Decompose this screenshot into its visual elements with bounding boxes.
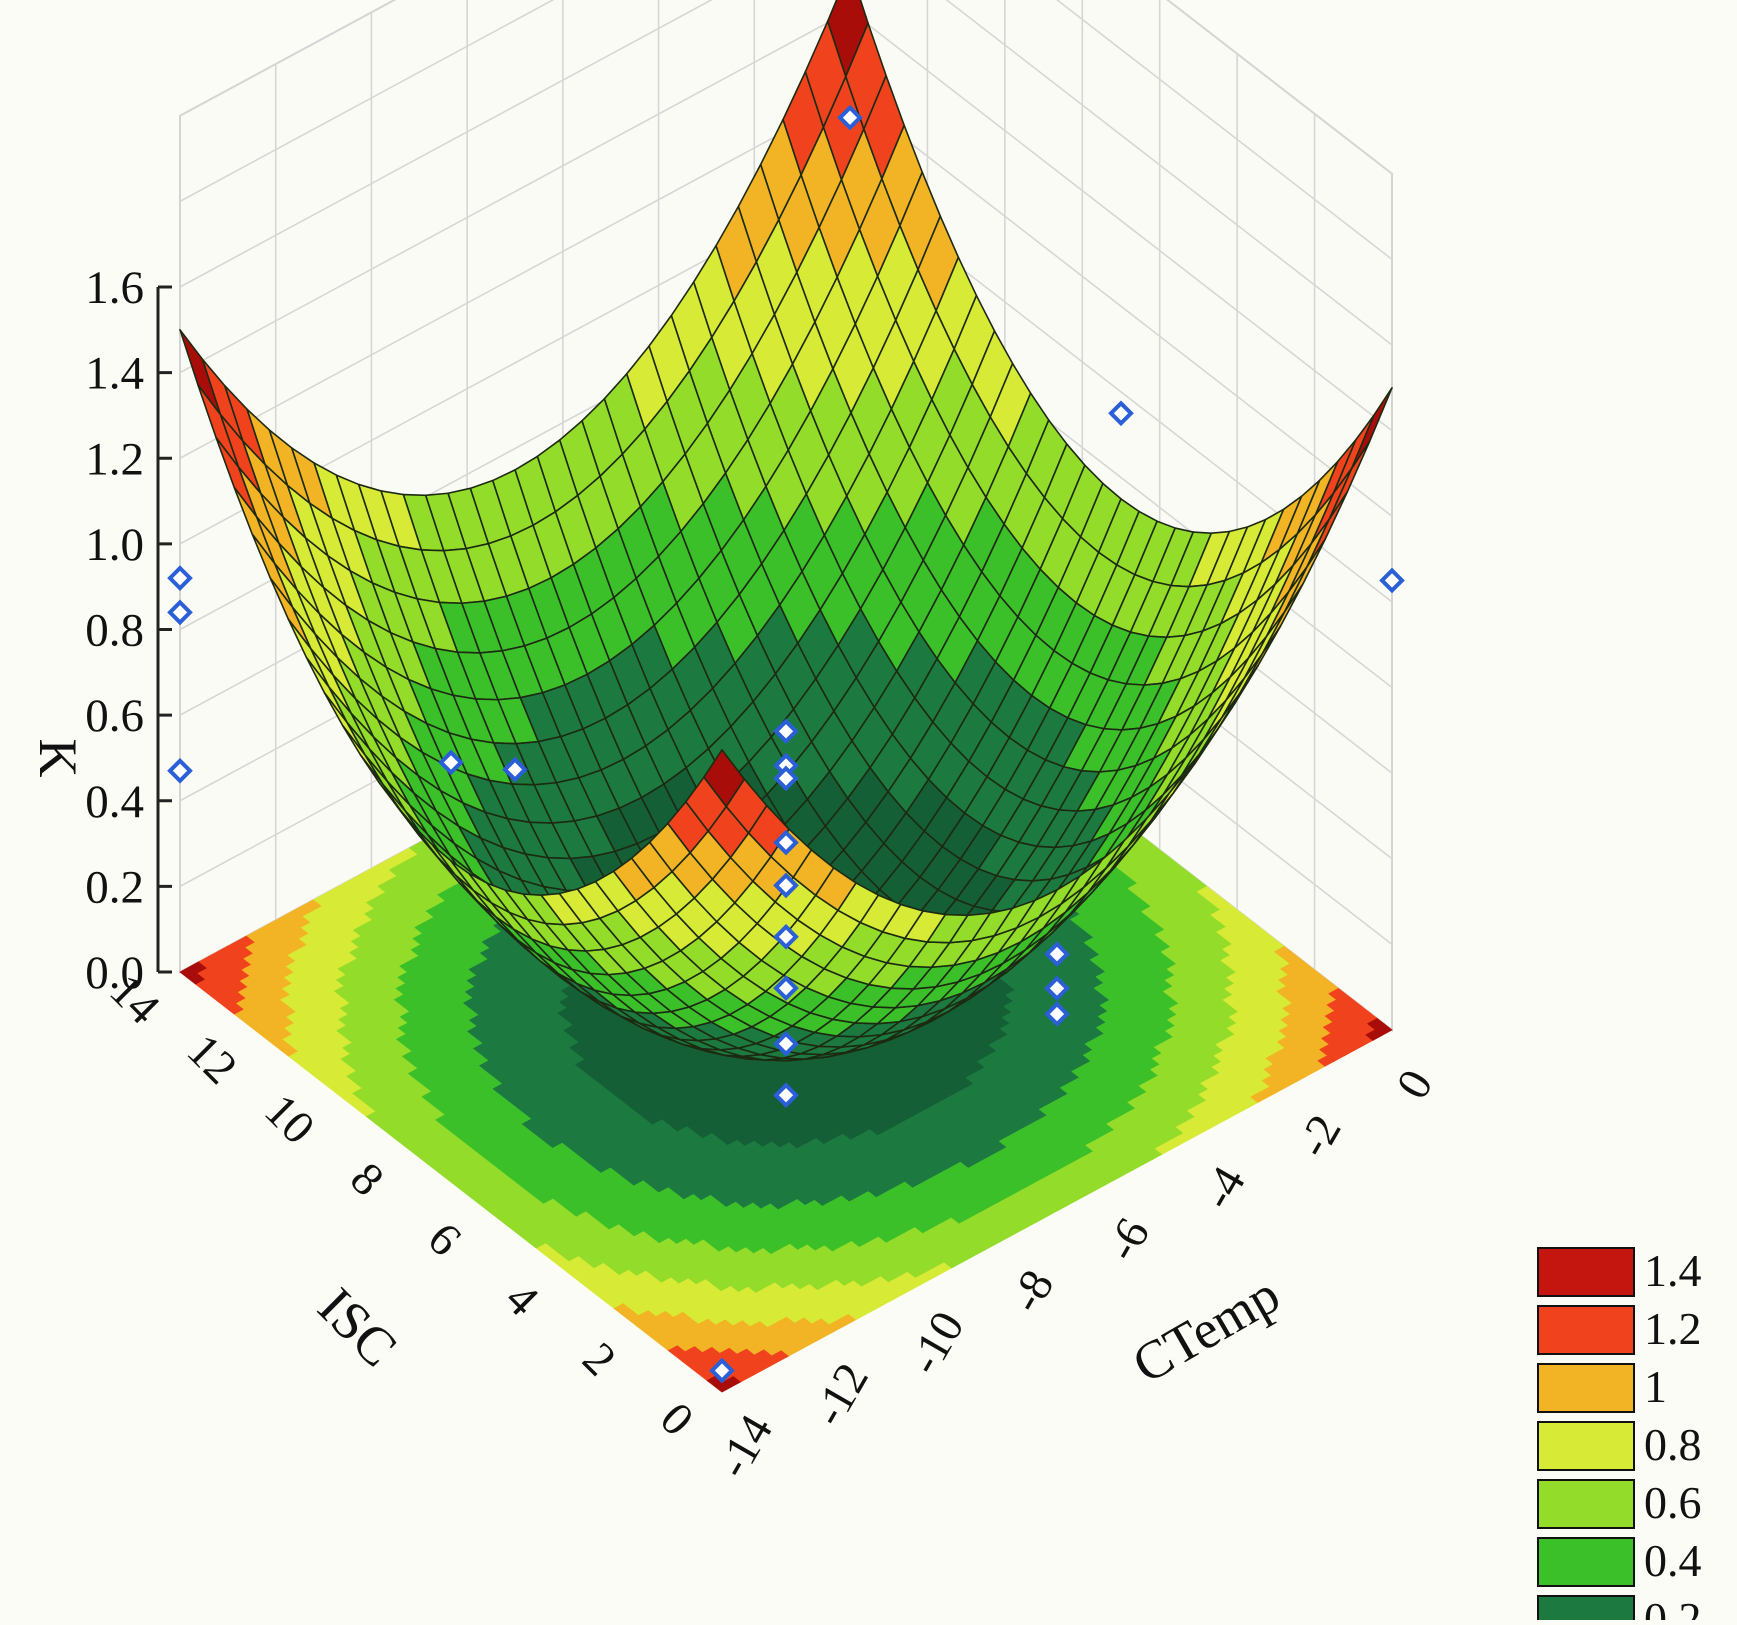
surface-plot: 0.00.20.40.60.81.01.21.41.602468101214-1… [0,0,1737,1620]
